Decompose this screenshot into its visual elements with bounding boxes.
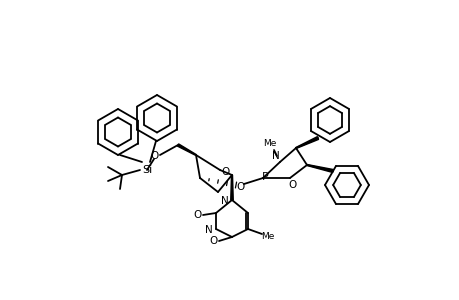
Text: O: O <box>193 210 202 220</box>
Polygon shape <box>295 136 318 148</box>
Text: O: O <box>236 182 245 192</box>
Text: O: O <box>288 180 297 190</box>
Text: Me: Me <box>261 232 274 242</box>
Polygon shape <box>177 144 196 155</box>
Polygon shape <box>230 175 233 200</box>
Text: N: N <box>205 225 213 235</box>
Text: N: N <box>221 196 229 206</box>
Polygon shape <box>306 164 333 172</box>
Text: O: O <box>209 236 218 246</box>
Text: Si: Si <box>141 165 152 175</box>
Text: P: P <box>261 172 268 182</box>
Text: O: O <box>221 167 230 177</box>
Text: N: N <box>272 151 279 161</box>
Text: Me: Me <box>263 139 276 148</box>
Text: O: O <box>151 151 159 161</box>
